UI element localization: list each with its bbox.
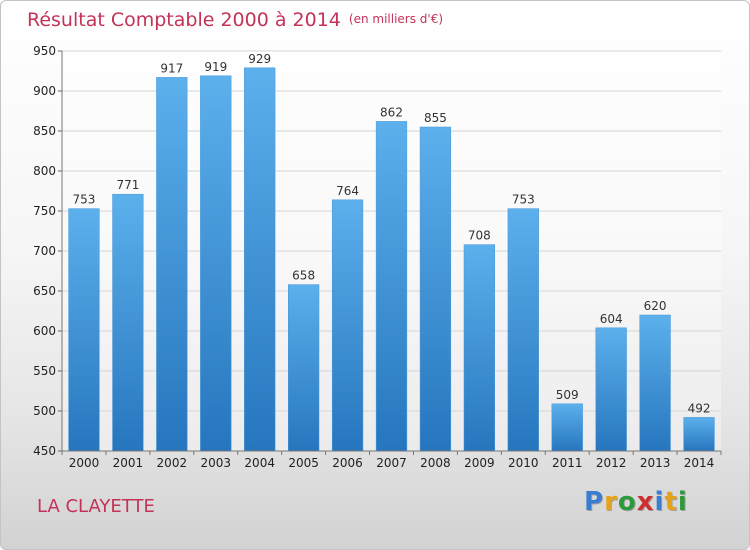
bar-2010 (507, 208, 539, 452)
data-label-2002: 917 (160, 61, 183, 75)
bar-2011 (551, 403, 583, 452)
chart-title-text: Résultat Comptable 2000 à 2014 (27, 9, 341, 31)
logo-letter: i (677, 487, 688, 517)
logo-letter: o (617, 487, 637, 517)
commune-name: LA CLAYETTE (37, 496, 155, 517)
y-tick-label: 900 (33, 84, 56, 98)
bar-2009 (463, 244, 495, 452)
data-label-2009: 708 (468, 229, 491, 243)
bar-2001 (112, 193, 144, 452)
bar-2012 (595, 327, 627, 452)
data-label-2012: 604 (600, 312, 623, 326)
data-label-2004: 929 (248, 52, 271, 66)
y-tick-label: 500 (33, 404, 56, 418)
bar-2006 (331, 199, 364, 452)
x-tick-label-2005: 2005 (288, 456, 319, 470)
x-tick-label-2002: 2002 (157, 456, 188, 470)
bar-2002 (156, 77, 188, 452)
chart-unit: (en milliers d'€) (348, 12, 444, 26)
y-tick-label: 600 (33, 324, 56, 338)
x-tick-label-2003: 2003 (200, 456, 231, 470)
x-tick-label-2013: 2013 (640, 456, 671, 470)
data-label-2001: 771 (116, 178, 139, 192)
logo-letter: x (636, 487, 655, 517)
bar-2004 (244, 67, 276, 452)
data-label-2013: 620 (644, 299, 667, 313)
data-label-2003: 919 (204, 60, 227, 74)
data-label-2005: 658 (292, 269, 315, 283)
y-tick-label: 800 (33, 164, 56, 178)
logo-letter: P (584, 487, 605, 517)
y-tick-label: 950 (33, 44, 56, 58)
y-tick-label: 850 (33, 124, 56, 138)
x-tick-label-2014: 2014 (684, 456, 715, 470)
y-tick-label: 450 (33, 444, 56, 458)
x-tick-label-2010: 2010 (508, 456, 539, 470)
data-label-2008: 855 (424, 111, 447, 125)
data-label-2006: 764 (336, 184, 359, 198)
bars (68, 67, 715, 452)
y-tick-label: 650 (33, 284, 56, 298)
x-tick-label-2008: 2008 (420, 456, 451, 470)
x-tick-label-2000: 2000 (69, 456, 100, 470)
y-tick-label: 750 (33, 204, 56, 218)
data-label-2010: 753 (512, 193, 535, 207)
data-label-2007: 862 (380, 105, 403, 119)
y-tick-label: 550 (33, 364, 56, 378)
logo-letter: i (654, 487, 665, 517)
logo-letter: t (664, 487, 678, 517)
bar-2008 (419, 126, 452, 452)
logo-letter: r (604, 487, 618, 517)
data-label-2000: 753 (73, 193, 96, 207)
data-label-2011: 509 (556, 388, 579, 402)
bar-2000 (68, 208, 100, 452)
x-tick-label-2007: 2007 (376, 456, 407, 470)
x-tick-label-2012: 2012 (596, 456, 627, 470)
y-tick-label: 700 (33, 244, 56, 258)
bar-2013 (639, 314, 671, 452)
chart-title: Résultat Comptable 2000 à 2014 (en millie… (27, 9, 443, 31)
bar-2005 (288, 284, 320, 452)
x-tick-label-2001: 2001 (113, 456, 144, 470)
x-tick-label-2004: 2004 (244, 456, 275, 470)
axes: 450 500 550 600 650 700 750 800 850 900 950 2000 200… (33, 44, 722, 470)
x-tick-label-2006: 2006 (332, 456, 363, 470)
bar-2003 (200, 75, 232, 452)
bar-2014 (683, 417, 715, 452)
x-tick-label-2009: 2009 (464, 456, 495, 470)
proxiti-logo: Proxiti (584, 487, 688, 517)
x-tick-label-2011: 2011 (552, 456, 583, 470)
bar-2007 (375, 121, 408, 452)
data-label-2014: 492 (688, 401, 711, 415)
data-labels: 753 771 917 919 929 658 764 862 855 708 753 509 604 6… (73, 52, 711, 416)
